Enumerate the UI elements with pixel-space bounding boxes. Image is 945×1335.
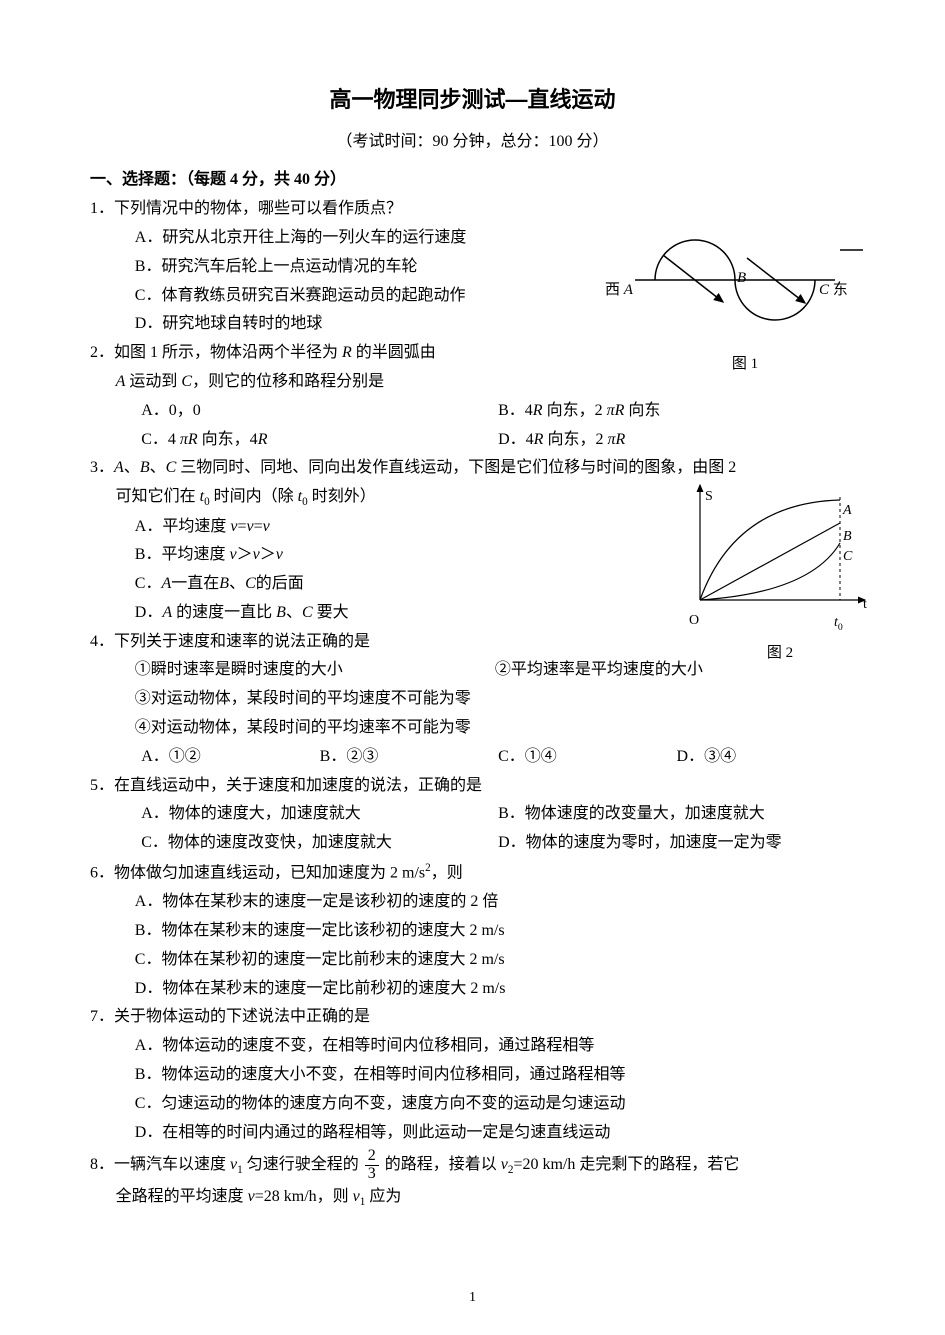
q4-C: C．①④ xyxy=(498,743,676,772)
q6-stem: 6．物体做匀加速直线运动，已知加速度为 2 m/s2，则 xyxy=(90,858,855,888)
figure-2-caption: 图 2 xyxy=(675,640,885,667)
q5-C: C．物体的速度改变快，加速度就大 xyxy=(141,829,498,858)
question-7: 7．关于物体运动的下述说法中正确的是 A．物体运动的速度不变，在相等时间内位移相… xyxy=(90,1003,855,1147)
q4-D: D．③④ xyxy=(677,743,855,772)
q7-C: C．匀速运动的物体的速度方向不变，速度方向不变的运动是匀速运动 xyxy=(90,1090,855,1119)
figure-2: S A B C t t0 O 图 2 xyxy=(675,475,885,667)
page-number: 1 xyxy=(0,1285,945,1310)
question-6: 6．物体做匀加速直线运动，已知加速度为 2 m/s2，则 A．物体在某秒末的速度… xyxy=(90,858,855,1003)
q5-D: D．物体的速度为零时，加速度一定为零 xyxy=(498,829,855,858)
fig2-S: S xyxy=(705,484,713,509)
fig2-t0: t0 xyxy=(834,610,843,636)
q6-D: D．物体在某秒末的速度一定比前秒初的速度大 2 m/s xyxy=(90,975,855,1004)
question-8: 8．一辆汽车以速度 v1 匀速行驶全程的 23 的路程，接着以 v2=20 km… xyxy=(90,1147,855,1212)
q4-B: B．②③ xyxy=(320,743,498,772)
q8-line1: 8．一辆汽车以速度 v1 匀速行驶全程的 23 的路程，接着以 v2=20 km… xyxy=(90,1147,855,1183)
q6-C: C．物体在某秒初的速度一定比前秒末的速度大 2 m/s xyxy=(90,946,855,975)
subtitle: （考试时间：90 分钟，总分：100 分） xyxy=(90,128,855,157)
q2-C: C．4 πR 向东，4R xyxy=(141,426,498,455)
page: 高一物理同步测试—直线运动 （考试时间：90 分钟，总分：100 分） 一、选择… xyxy=(0,0,945,1335)
fig2-A: A xyxy=(843,498,852,523)
q7-B: B．物体运动的速度大小不变，在相等时间内位移相同，通过路程相等 xyxy=(90,1061,855,1090)
q6-B: B．物体在某秒末的速度一定比该秒初的速度大 2 m/s xyxy=(90,917,855,946)
q5-A: A．物体的速度大，加速度就大 xyxy=(141,800,498,829)
fig2-O: O xyxy=(689,608,699,633)
section-1-heading: 一、选择题：（每题 4 分，共 40 分） xyxy=(90,166,855,195)
q2-D: D．4R 向东，2 πR xyxy=(498,426,855,455)
q5-B: B．物体速度的改变量大，加速度就大 xyxy=(498,800,855,829)
q2-B: B．4R 向东，2 πR 向东 xyxy=(498,397,855,426)
q4-A: A．①② xyxy=(141,743,319,772)
q4-sub4: ④对运动物体，某段时间的平均速率不可能为零 xyxy=(90,714,855,743)
q5-row1: A．物体的速度大，加速度就大 B．物体速度的改变量大，加速度就大 xyxy=(90,800,855,829)
fig1-west: 西 A xyxy=(605,277,633,304)
q7-stem: 7．关于物体运动的下述说法中正确的是 xyxy=(90,1003,855,1032)
q4-options: A．①② B．②③ C．①④ D．③④ xyxy=(90,743,855,772)
fig2-C: C xyxy=(843,544,852,569)
q6-A: A．物体在某秒末的速度一定是该秒初的速度的 2 倍 xyxy=(90,888,855,917)
q5-row2: C．物体的速度改变快，加速度就大 D．物体的速度为零时，加速度一定为零 xyxy=(90,829,855,858)
q2-A: A．0，0 xyxy=(141,397,498,426)
q2-row2: C．4 πR 向东，4R D．4R 向东，2 πR xyxy=(90,426,855,455)
fig1-east: C 东 xyxy=(819,277,848,304)
q7-A: A．物体运动的速度不变，在相等时间内位移相同，通过路程相等 xyxy=(90,1032,855,1061)
figure-1-caption: 图 1 xyxy=(605,351,885,378)
q2-row1: A．0，0 B．4R 向东，2 πR 向东 xyxy=(90,397,855,426)
q4-sub3: ③对运动物体，某段时间的平均速度不可能为零 xyxy=(90,685,855,714)
q8-line2: 全路程的平均速度 v=28 km/h，则 v1 应为 xyxy=(90,1183,855,1212)
question-5: 5．在直线运动中，关于速度和加速度的说法，正确的是 A．物体的速度大，加速度就大… xyxy=(90,772,855,858)
q5-stem: 5．在直线运动中，关于速度和加速度的说法，正确的是 xyxy=(90,772,855,801)
figure-1: 西 A B C 东 图 1 xyxy=(605,220,885,378)
fig2-t: t xyxy=(863,592,867,617)
fig1-B: B xyxy=(737,265,746,292)
section-1-label: 一、选择题：（每题 4 分，共 40 分） xyxy=(90,171,346,188)
title: 高一物理同步测试—直线运动 xyxy=(90,80,855,120)
q7-D: D．在相等的时间内通过的路程相等，则此运动一定是匀速直线运动 xyxy=(90,1119,855,1148)
